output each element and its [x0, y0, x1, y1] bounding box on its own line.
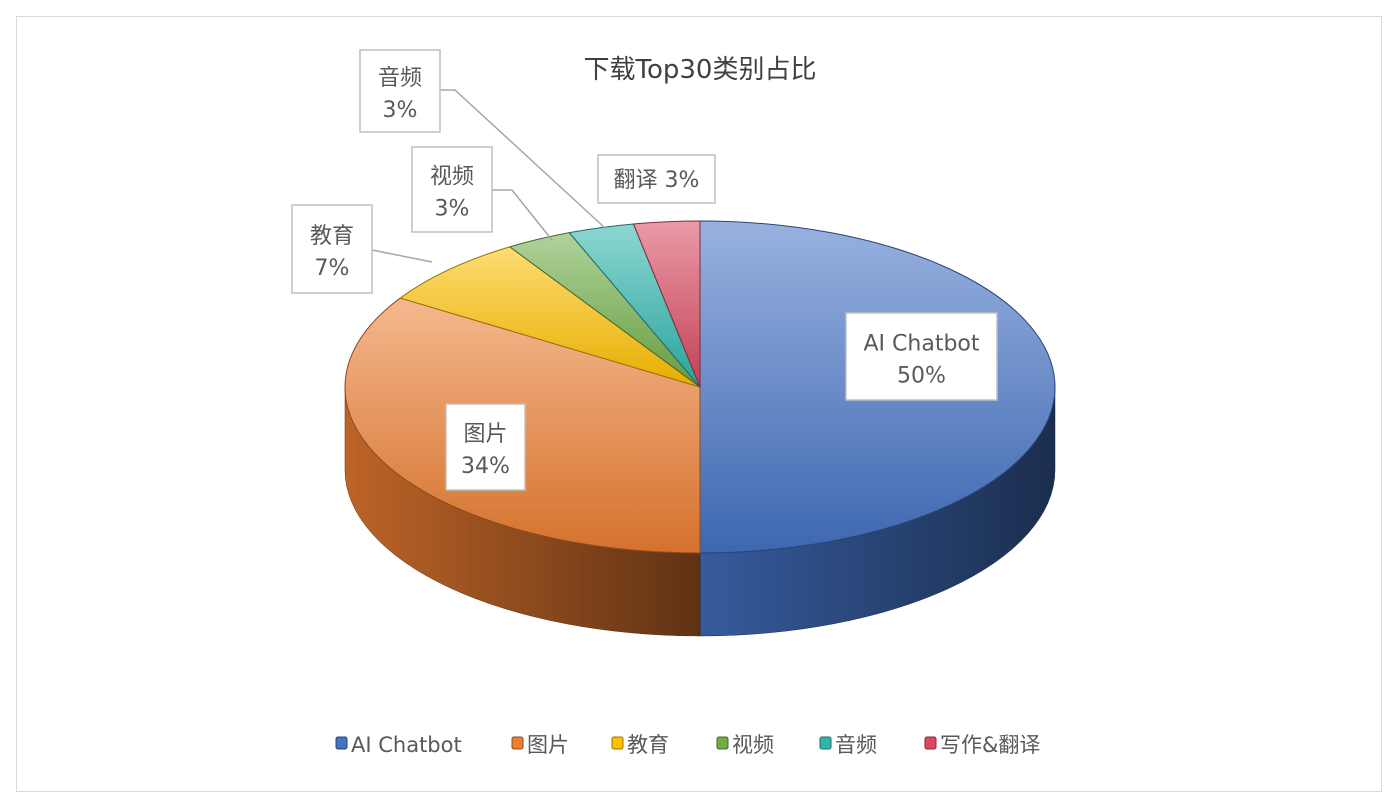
leader-line-视频 [492, 189, 553, 241]
pie-slice-教育[interactable] [399, 246, 701, 388]
legend-item-图片[interactable]: 图片 [511, 733, 569, 757]
data-label-图片: 图片 34% [445, 403, 526, 491]
svg-text:视频: 视频 [732, 733, 774, 757]
legend-swatch [611, 736, 624, 750]
svg-text:音频: 音频 [378, 66, 422, 91]
svg-text:50%: 50% [897, 364, 946, 389]
svg-text:3%: 3% [435, 197, 470, 222]
chart-title: 下载Top30类别占比 [584, 55, 817, 85]
leader-line-教育 [371, 249, 433, 263]
pie-slice-写作&翻译[interactable] [632, 220, 701, 388]
svg-text:教育: 教育 [310, 224, 354, 249]
legend-item-视频[interactable]: 视频 [716, 733, 774, 757]
svg-text:AI Chatbot: AI Chatbot [351, 733, 462, 757]
legend-swatch [511, 736, 524, 750]
legend-item-音频[interactable]: 音频 [819, 733, 877, 757]
svg-text:图片: 图片 [527, 733, 569, 757]
svg-text:AI Chatbot: AI Chatbot [864, 332, 980, 357]
svg-text:教育: 教育 [627, 733, 669, 757]
legend-swatch [924, 736, 937, 750]
data-label-视频: 视频 3% [411, 146, 493, 233]
data-label-AI Chatbot: AI Chatbot 50% [845, 312, 998, 401]
legend-swatch [335, 736, 348, 750]
legend-swatch [819, 736, 832, 750]
svg-text:34%: 34% [461, 454, 510, 479]
data-label-音频: 音频 3% [359, 49, 441, 133]
svg-text:7%: 7% [315, 256, 350, 281]
leader-line-音频 [440, 89, 606, 229]
svg-text:图片: 图片 [463, 422, 507, 447]
svg-text:翻译 3%: 翻译 3% [614, 168, 700, 193]
data-label-教育: 教育 7% [291, 204, 373, 294]
chart-frame [16, 16, 1382, 792]
legend-item-写作&翻译[interactable]: 写作&翻译 [924, 733, 1040, 757]
legend-item-AI Chatbot[interactable]: AI Chatbot [335, 733, 462, 757]
legend-item-教育[interactable]: 教育 [611, 733, 669, 757]
svg-text:写作&翻译: 写作&翻译 [940, 733, 1040, 757]
svg-text:3%: 3% [383, 98, 418, 123]
data-label-翻译: 翻译 3% [597, 154, 716, 204]
svg-text:视频: 视频 [430, 165, 474, 190]
legend-swatch [716, 736, 729, 750]
svg-text:音频: 音频 [835, 733, 877, 757]
